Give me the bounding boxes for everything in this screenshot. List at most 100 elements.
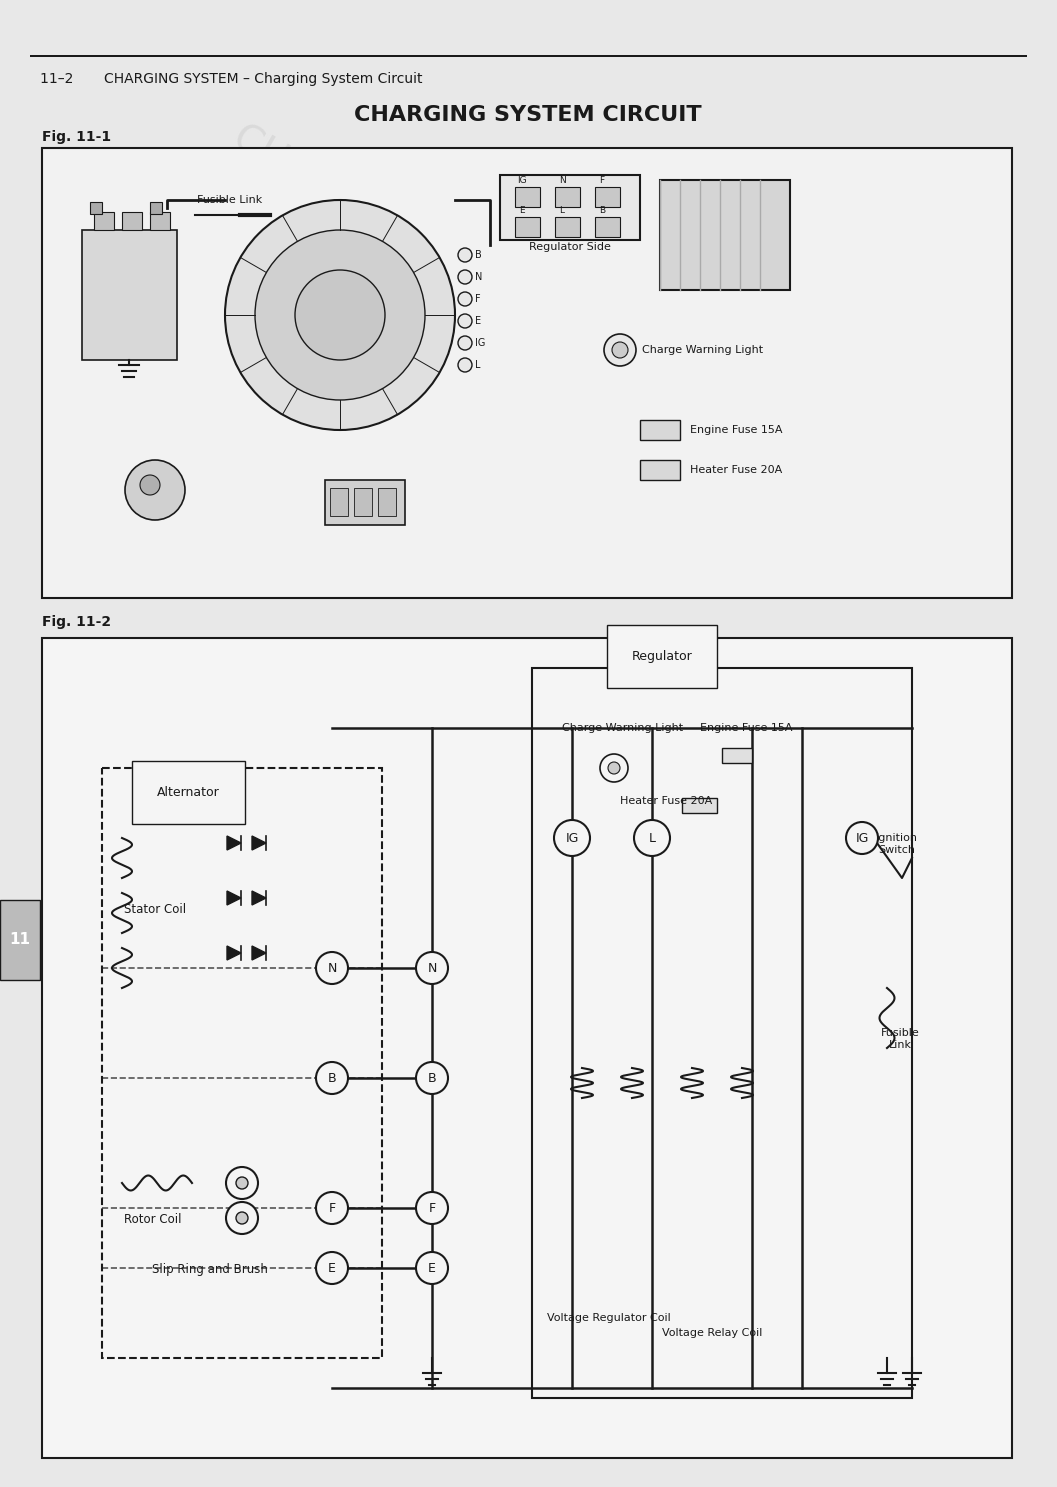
Circle shape xyxy=(458,314,472,329)
Circle shape xyxy=(458,271,472,284)
Text: L: L xyxy=(475,360,481,370)
Circle shape xyxy=(316,1062,348,1094)
Text: Regulator: Regulator xyxy=(632,650,692,663)
Circle shape xyxy=(554,819,590,857)
Text: Slip Ring and Brush: Slip Ring and Brush xyxy=(152,1262,267,1276)
Text: Alternator: Alternator xyxy=(157,787,220,799)
Circle shape xyxy=(236,1212,248,1224)
Bar xyxy=(500,175,639,239)
Text: 11: 11 xyxy=(10,932,31,947)
Text: E: E xyxy=(328,1261,336,1274)
Circle shape xyxy=(634,819,670,857)
Text: Charge Warning Light: Charge Warning Light xyxy=(642,345,763,355)
Bar xyxy=(555,217,580,236)
Circle shape xyxy=(255,230,425,400)
Text: IG: IG xyxy=(855,831,869,845)
Circle shape xyxy=(316,1193,348,1224)
Bar xyxy=(101,767,382,1358)
Circle shape xyxy=(846,822,878,854)
Text: L: L xyxy=(559,207,564,216)
Bar xyxy=(555,187,580,207)
Bar xyxy=(515,217,540,236)
Text: F: F xyxy=(428,1201,435,1215)
Circle shape xyxy=(416,1193,448,1224)
Text: 11-28: 11-28 xyxy=(317,335,383,385)
Circle shape xyxy=(458,248,472,262)
Circle shape xyxy=(236,1178,248,1190)
Bar xyxy=(0,900,40,980)
Text: Rotor Coil: Rotor Coil xyxy=(124,1213,182,1225)
Bar xyxy=(324,480,405,525)
Text: N: N xyxy=(559,175,565,184)
Circle shape xyxy=(600,754,628,782)
Text: F: F xyxy=(329,1201,335,1215)
Circle shape xyxy=(458,291,472,306)
Text: IG: IG xyxy=(517,175,526,184)
Text: B: B xyxy=(428,1072,437,1084)
Bar xyxy=(330,488,348,516)
Bar xyxy=(122,213,142,230)
Bar xyxy=(639,419,680,440)
Text: F: F xyxy=(475,294,481,303)
Text: E: E xyxy=(475,317,481,326)
Circle shape xyxy=(416,1062,448,1094)
Text: B: B xyxy=(599,207,605,216)
Bar xyxy=(682,799,717,813)
Text: Voltage Relay Coil: Voltage Relay Coil xyxy=(662,1328,762,1338)
Text: E: E xyxy=(519,207,525,216)
Polygon shape xyxy=(252,946,266,961)
Text: N: N xyxy=(427,962,437,974)
Polygon shape xyxy=(227,946,241,961)
Text: B: B xyxy=(328,1072,336,1084)
Circle shape xyxy=(608,761,620,775)
Text: Fusible
Link: Fusible Link xyxy=(880,1028,920,1050)
Text: 11–2       CHARGING SYSTEM – Charging System Circuit: 11–2 CHARGING SYSTEM – Charging System C… xyxy=(40,71,423,86)
Circle shape xyxy=(316,1252,348,1283)
Text: Voltage Regulator Coil: Voltage Regulator Coil xyxy=(548,1313,671,1323)
Bar xyxy=(378,488,396,516)
Bar xyxy=(30,55,1027,57)
Bar xyxy=(90,202,101,214)
Text: Heater Fuse 20A: Heater Fuse 20A xyxy=(690,465,782,474)
Polygon shape xyxy=(252,891,266,906)
Text: IG: IG xyxy=(475,338,485,348)
Circle shape xyxy=(604,335,636,366)
Bar xyxy=(94,213,114,230)
Text: Engine Fuse 15A: Engine Fuse 15A xyxy=(690,425,782,436)
Circle shape xyxy=(226,1167,258,1199)
Circle shape xyxy=(416,1252,448,1283)
Text: Stator Coil: Stator Coil xyxy=(124,903,186,916)
Text: Heater Fuse 20A: Heater Fuse 20A xyxy=(620,796,712,806)
Polygon shape xyxy=(227,836,241,851)
Bar xyxy=(532,668,912,1398)
Text: Fusible Link: Fusible Link xyxy=(197,195,262,205)
Text: L: L xyxy=(649,831,655,845)
Text: E: E xyxy=(428,1261,435,1274)
Text: F: F xyxy=(599,175,605,184)
Bar xyxy=(150,213,170,230)
Text: B: B xyxy=(475,250,482,260)
Circle shape xyxy=(458,336,472,349)
Bar xyxy=(660,180,790,290)
Circle shape xyxy=(316,952,348,984)
Bar xyxy=(639,459,680,480)
Circle shape xyxy=(416,952,448,984)
Text: Fig. 11-2: Fig. 11-2 xyxy=(42,616,111,629)
Bar xyxy=(42,149,1012,598)
Polygon shape xyxy=(227,891,241,906)
Bar xyxy=(82,230,177,360)
Text: Fig. 11-1: Fig. 11-1 xyxy=(42,129,111,144)
Text: Engine Fuse 15A: Engine Fuse 15A xyxy=(700,723,793,733)
Bar xyxy=(515,187,540,207)
Circle shape xyxy=(612,342,628,358)
Bar xyxy=(595,217,620,236)
Circle shape xyxy=(140,474,160,495)
Text: CHARGING SYSTEM CIRCUIT: CHARGING SYSTEM CIRCUIT xyxy=(354,106,702,125)
Circle shape xyxy=(458,358,472,372)
Polygon shape xyxy=(252,836,266,851)
Circle shape xyxy=(226,1201,258,1234)
Text: CHARGING SYSTEM: CHARGING SYSTEM xyxy=(226,119,573,341)
Bar xyxy=(722,748,752,763)
Text: N: N xyxy=(475,272,482,283)
Bar xyxy=(42,638,1012,1457)
